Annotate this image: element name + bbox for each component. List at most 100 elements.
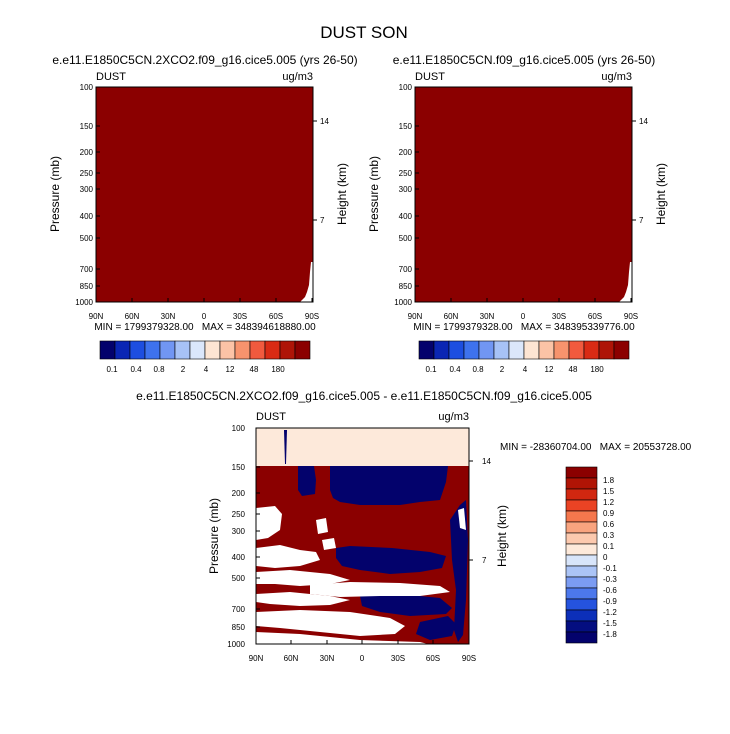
x-tick-label: 30N [320,654,335,663]
panel-2-ylabel: Pressure (mb) [367,156,381,232]
panel-3-stats: MIN = -28360704.00 MAX = 20553728.00 [500,442,692,453]
panel-2-x-ticks: 90N 60N 30N 0 30S 60S 90S [408,298,638,321]
y-tick-label: 1000 [394,298,412,307]
colorbar-label: 12 [545,365,554,374]
colorbar-swatch [144,340,161,360]
colorbar-swatch [565,521,598,534]
colorbar-swatch [99,340,116,360]
y-tick-label: 850 [80,282,94,291]
panel-2-right-label: ug/m3 [601,71,632,83]
colorbar-swatch [565,565,598,578]
colorbar-swatch [279,340,296,360]
y-tick-label: 150 [399,122,413,131]
colorbar-swatch [448,340,465,360]
panel-3-colorbar-labels: 1.8 1.5 1.2 0.9 0.6 0.3 0.1 0 -0.1 -0.3 … [603,476,617,639]
y-tick-label: 400 [399,212,413,221]
y-tick-label: 100 [80,83,94,92]
colorbar-swatch [463,340,480,360]
colorbar-swatch [565,554,598,567]
x-tick-label: 60N [284,654,299,663]
y-tick-label: 500 [399,234,413,243]
colorbar-swatch [565,598,598,611]
panel-1-ylabel: Pressure (mb) [48,156,62,232]
x-tick-label: 90S [624,312,638,321]
colorbar-label: 4 [523,365,528,374]
colorbar-swatch [294,340,311,360]
colorbar-label: 180 [271,365,285,374]
panel-3: e.e11.E1850C5CN.2XCO2.f09_g16.cice5.005 … [136,389,692,663]
y-tick-label: 100 [232,424,246,433]
panel-2-title: e.e11.E1850C5CN.f09_g16.cice5.005 (yrs 2… [393,53,656,67]
y-tick-label: 100 [399,83,413,92]
colorbar-label: -0.1 [603,564,617,573]
colorbar-swatch [234,340,251,360]
colorbar-label: 48 [250,365,259,374]
colorbar-swatch [538,340,555,360]
x-tick-label: 0 [360,654,365,663]
y-tick-label: 700 [399,265,413,274]
panel-1-stats: MIN = 1799379328.00 MAX = 348394618880.0… [94,322,316,333]
colorbar-label: 1.2 [603,498,615,507]
colorbar-swatch [418,340,435,360]
colorbar-swatch [565,510,598,523]
colorbar-label: 12 [226,365,235,374]
diff-zero-lower-band-2 [256,610,405,636]
y-tick-label: 250 [399,169,413,178]
y-tick-label: 150 [80,122,94,131]
diff-zero-small-1 [316,518,328,534]
colorbar-swatch [613,340,630,360]
colorbar-swatch [565,631,598,644]
x-tick-label: 90S [305,312,319,321]
y-tick-label: 200 [80,148,94,157]
colorbar-swatch [204,340,221,360]
colorbar-swatch [114,340,131,360]
colorbar-swatch [565,620,598,633]
colorbar-label: -1.5 [603,619,617,628]
y-tick-label: 150 [232,463,246,472]
y-tick-label: 300 [399,185,413,194]
panel-1-right-label: ug/m3 [282,71,313,83]
colorbar-label: 1.8 [603,476,615,485]
y-tick-label: 700 [80,265,94,274]
colorbar-swatch [264,340,281,360]
colorbar-swatch [565,488,598,501]
colorbar-swatch [553,340,570,360]
colorbar-label: -1.8 [603,630,617,639]
diff-upper-negative-spike [284,430,287,464]
colorbar-swatch [565,532,598,545]
colorbar-swatch [433,340,450,360]
x-tick-label: 0 [521,312,526,321]
panel-1-height-ticks: 14 7 [313,117,329,225]
panel-1-y-ticks: 100 150 200 250 300 400 500 700 850 1000 [75,83,100,307]
panel-2-field [415,87,632,302]
panel-2-right-axis-label: Height (km) [654,163,668,225]
panel-1-missing-corner [300,87,313,302]
x-tick-label: 90N [249,654,264,663]
colorbar-label: 2 [181,365,186,374]
colorbar-swatch [493,340,510,360]
colorbar-swatch [219,340,236,360]
height-tick-label: 7 [482,556,487,565]
y-tick-label: 400 [80,212,94,221]
diff-zero-lower-band-1 [256,592,350,606]
colorbar-label: 0.9 [603,509,615,518]
x-tick-label: 30N [161,312,176,321]
panel-3-colorbar [565,466,598,644]
colorbar-swatch [523,340,540,360]
x-tick-label: 0 [202,312,207,321]
y-tick-label: 300 [232,527,246,536]
y-tick-label: 500 [232,574,246,583]
y-tick-label: 850 [232,623,246,632]
x-tick-label: 90S [462,654,476,663]
colorbar-label: 4 [204,365,209,374]
colorbar-swatch [189,340,206,360]
colorbar-swatch [159,340,176,360]
x-tick-label: 30S [552,312,566,321]
x-tick-label: 90N [89,312,104,321]
colorbar-label: 0.1 [425,365,437,374]
y-tick-label: 1000 [75,298,93,307]
diff-zero-left-band-2 [256,570,350,586]
panel-2-colorbar-labels: 0.1 0.4 0.8 2 4 12 48 180 [425,365,604,374]
y-tick-label: 250 [232,510,246,519]
colorbar-swatch [565,576,598,589]
